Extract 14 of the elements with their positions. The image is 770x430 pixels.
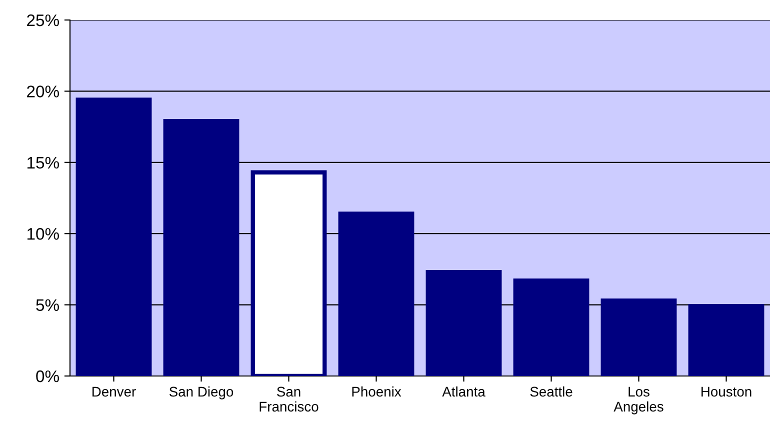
y-tick-label: 0% [36,370,59,382]
x-tick-label: Houston [702,386,752,397]
x-tick-label: Los Angeles [614,386,664,414]
y-tick-label: 20% [27,86,59,98]
y-tick-label: 5% [36,299,59,312]
y-tick-label: 10% [27,228,59,240]
x-tick-label: Seattle [530,386,572,397]
x-tick-label: Phoenix [352,386,402,397]
y-tick-label: 25% [27,14,59,26]
y-tick-label: 15% [27,156,59,169]
x-tick-label: Atlanta [442,386,486,397]
x-tick-label: Denver [92,386,136,397]
x-tick-label: San Francisco [260,386,318,412]
x-tick-label: San Diego [169,386,234,400]
